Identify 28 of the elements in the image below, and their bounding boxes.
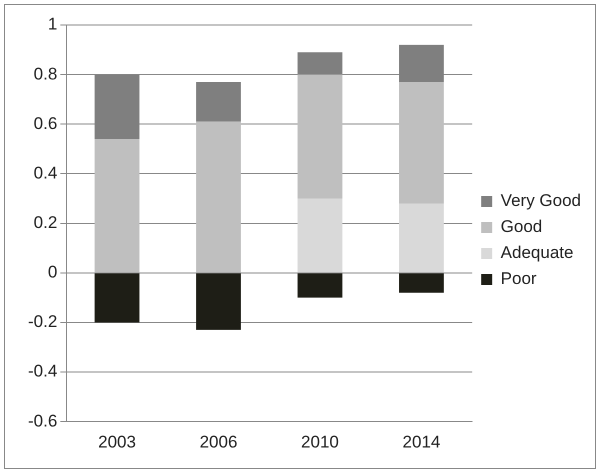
y-tick-label: 1 [48, 14, 58, 34]
bar [399, 82, 444, 204]
bar [298, 273, 342, 298]
bar [94, 139, 140, 272]
y-tick-label: 0.4 [34, 163, 58, 182]
y-tick-label: 0 [48, 262, 58, 282]
bar [298, 74, 342, 199]
bar [94, 273, 140, 322]
x-tick-label: 2010 [301, 432, 339, 452]
legend-label: Very Good [500, 191, 581, 210]
x-tick-label: 2006 [200, 432, 238, 452]
bar [399, 273, 444, 293]
y-tick-label: 0.6 [34, 114, 58, 133]
bar [196, 122, 241, 272]
bar [399, 203, 444, 272]
y-tick-label: -0.4 [28, 362, 58, 381]
bar [196, 82, 241, 122]
y-tick-label: -0.2 [28, 312, 58, 332]
bar [196, 273, 241, 330]
y-tick-label: 0.2 [34, 212, 58, 232]
legend-label: Adequate [500, 243, 574, 262]
x-tick-label: 2014 [402, 432, 440, 452]
x-tick-label: 2003 [98, 432, 136, 452]
bar [298, 198, 342, 272]
y-tick-label: 0.8 [34, 64, 58, 84]
legend-label: Poor [500, 269, 537, 288]
legend-label: Good [500, 217, 542, 236]
y-tick-label: -0.6 [28, 411, 58, 430]
